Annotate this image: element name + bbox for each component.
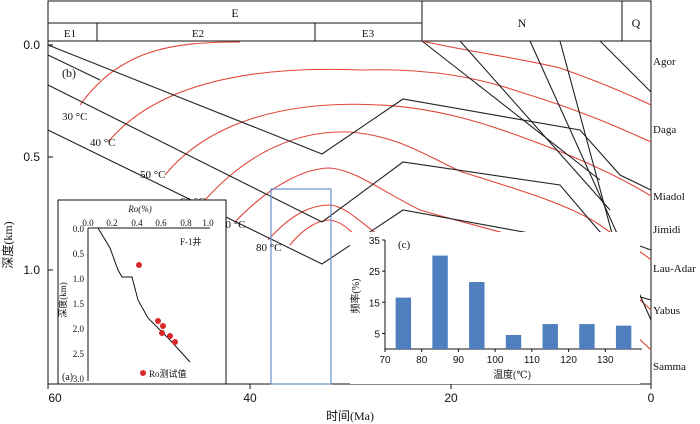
period-N: N xyxy=(518,16,527,30)
histogram-bar xyxy=(579,324,595,349)
panel-label-c: (c) xyxy=(398,239,411,251)
y-tick-label: 35 xyxy=(369,236,381,247)
isotherm-lines xyxy=(79,40,652,351)
inset-a-ytick-5: 2.5 xyxy=(73,349,85,359)
period-Q: Q xyxy=(632,16,641,30)
inset-a-ytick-4: 2.0 xyxy=(73,324,85,334)
y-tick-label: 5 xyxy=(374,329,380,340)
burial-line-top xyxy=(47,54,101,81)
inset-a-xlabel: Ro(%) xyxy=(127,204,152,214)
inset-a-xtick-3: 0.6 xyxy=(155,218,167,228)
isotherm-line-30-late xyxy=(421,40,652,106)
formation-miadol: Miadol xyxy=(653,191,685,203)
epoch-E1: E1 xyxy=(64,28,76,40)
x-tick-60: 60 xyxy=(48,391,62,405)
formation-jimidi: Jimidi xyxy=(653,224,681,236)
inset-a-ro-points xyxy=(136,262,178,376)
burial-line-n3 xyxy=(529,40,621,241)
isotherm-line-30-early xyxy=(79,41,241,106)
histogram-bar xyxy=(615,325,632,349)
histogram-bar xyxy=(505,334,522,349)
x-tick-label: 90 xyxy=(453,355,465,366)
inset-a-xtick-0: 0.0 xyxy=(82,218,94,228)
isotherm-40-label: 40 °C xyxy=(90,137,116,149)
inset-a-legend-label: Ro测试值 xyxy=(149,368,187,379)
inset-a-frame xyxy=(57,199,227,385)
inset-a: 0.0 0.2 0.4 0.6 0.8 1.0 Ro(%) 0.0 0.5 1.… xyxy=(57,199,227,385)
y-axis-label: 深度(km) xyxy=(0,221,15,268)
x-tick-label: 70 xyxy=(379,355,391,366)
ro-point xyxy=(160,323,166,329)
inset-a-ytick-6: 3.0 xyxy=(73,374,85,384)
inset-a-xtick-4: 0.8 xyxy=(180,218,192,228)
x-tick-label: 80 xyxy=(416,355,428,366)
ro-point xyxy=(167,333,173,339)
ro-point xyxy=(136,262,142,268)
legend-ro-marker xyxy=(140,370,146,376)
formation-daga: Daga xyxy=(653,124,676,136)
inset-a-xtick-1: 0.2 xyxy=(106,218,117,228)
formation-labels: Agor Daga Miadol Jimidi Lau-Adar Yabus S… xyxy=(653,56,696,373)
histogram-bar xyxy=(432,255,448,349)
inset-a-ytick-2: 1.0 xyxy=(73,274,85,284)
isotherm-line-40 xyxy=(107,68,652,143)
isotherm-line-80a xyxy=(267,204,381,241)
inset-a-ytick-3: 1.5 xyxy=(73,299,85,309)
ro-point xyxy=(159,330,165,336)
isotherm-80-label: 80 °C xyxy=(256,242,282,254)
inset-a-ylabel: 深度(km) xyxy=(57,282,68,318)
formation-samma: Samma xyxy=(653,361,686,373)
inset-a-xtick-2: 0.4 xyxy=(131,218,143,228)
y-tick-1: 0.5 xyxy=(23,150,40,164)
ro-point xyxy=(155,318,161,324)
formation-lau-adar: Lau-Adar xyxy=(653,263,696,275)
header-frame xyxy=(47,0,652,42)
x-tick-label: 110 xyxy=(524,355,540,366)
histogram-bar xyxy=(469,282,485,349)
inset-a-well-label: F-1井 xyxy=(180,236,202,247)
x-axis-label: 时间(Ma) xyxy=(326,409,374,423)
y-tick-0: 0.0 xyxy=(23,38,40,52)
y-tick-label: 25 xyxy=(369,267,381,278)
inset-c-xlabel: 温度(℃) xyxy=(493,368,531,381)
x-tick-20: 20 xyxy=(444,391,458,405)
epoch-E2: E2 xyxy=(192,28,204,40)
x-tick-label: 120 xyxy=(560,355,577,366)
histogram-bar xyxy=(395,297,412,349)
period-E: E xyxy=(231,6,238,20)
formation-yabus: Yabus xyxy=(653,305,680,317)
panel-label-a: (a) xyxy=(62,372,73,383)
x-tick-label: 100 xyxy=(487,355,504,366)
focus-box xyxy=(270,188,332,385)
x-tick-0: 0 xyxy=(648,391,655,405)
epoch-E3: E3 xyxy=(362,28,375,40)
x-tick-40: 40 xyxy=(243,391,257,405)
inset-a-ytick-1: 0.5 xyxy=(73,249,85,259)
main-plot-frame: 0.0 0.5 1.0 60 40 20 0 时间(Ma) 深度(km) xyxy=(0,38,655,423)
period-header: E N Q E1 E2 E3 xyxy=(47,0,652,42)
histogram-bar xyxy=(542,324,558,349)
ro-point xyxy=(172,339,178,345)
isotherm-line-50 xyxy=(164,103,652,197)
burial-line-n1 xyxy=(421,40,601,181)
isotherm-line-60 xyxy=(204,131,652,261)
formation-agor: Agor xyxy=(653,56,676,68)
inset-a-ytick-0: 0.0 xyxy=(73,224,85,234)
y-tick-2: 1.0 xyxy=(23,263,40,277)
inset-c-histogram: (c) 频率(%) 温度(℃) 70 80 90 100 110 120 130 5 15 25… xyxy=(349,232,642,384)
isotherm-30-label: 30 °C xyxy=(62,111,88,123)
inset-c-ylabel: 频率(%) xyxy=(349,279,362,314)
isotherm-50-label: 50 °C xyxy=(140,169,166,181)
panel-label-b: (b) xyxy=(62,66,76,80)
x-tick-label: 130 xyxy=(597,355,614,366)
inset-a-xtick-5: 1.0 xyxy=(202,218,214,228)
burial-line-agor xyxy=(47,44,652,191)
burial-line-n2 xyxy=(459,40,611,211)
burial-line-q1 xyxy=(599,40,652,93)
y-tick-label: 15 xyxy=(369,298,381,309)
